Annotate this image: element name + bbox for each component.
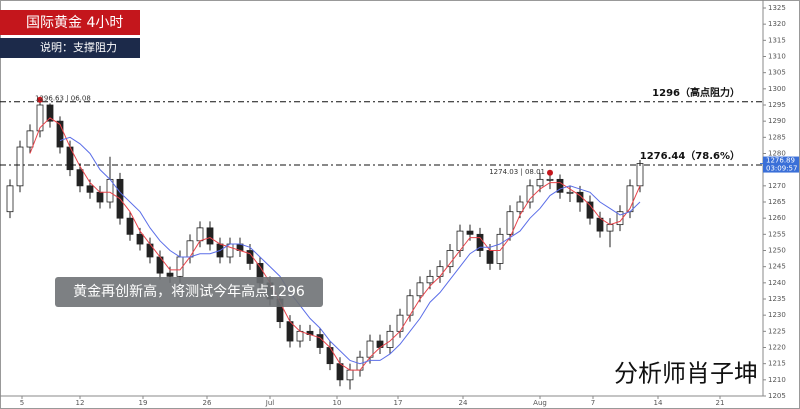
y-tick-label: 1315 <box>768 36 786 44</box>
x-tick-label: Jul <box>265 399 275 407</box>
candle-body <box>496 233 504 264</box>
candle-body <box>546 178 554 181</box>
title-box <box>0 10 140 35</box>
y-tick-label: 1235 <box>768 295 786 303</box>
candle-body <box>506 211 514 235</box>
y-tick-label: 1285 <box>768 133 786 141</box>
y-tick-label: 1230 <box>768 311 786 319</box>
price-tag-value: 1276.89 <box>766 157 795 165</box>
candle-body <box>46 104 54 122</box>
x-tick-label: 21 <box>716 399 725 407</box>
candle-body <box>426 275 434 284</box>
candle-body <box>396 314 404 332</box>
candle-body <box>346 369 354 381</box>
candle-body <box>326 347 334 365</box>
chart-title: 国际黄金 4小时 <box>26 14 123 31</box>
candle-body <box>136 233 144 245</box>
y-tick-label: 1255 <box>768 230 786 238</box>
y-tick-label: 1305 <box>768 69 786 77</box>
x-tick-label: 10 <box>333 399 342 407</box>
x-tick-label: 12 <box>76 399 85 407</box>
candle-body <box>566 191 574 194</box>
candle-body <box>536 178 544 187</box>
candle-body <box>576 191 584 203</box>
y-tick-label: 1245 <box>768 263 786 271</box>
candle-body <box>476 233 484 251</box>
candle-body <box>446 250 454 268</box>
candle-body <box>516 201 524 213</box>
candle-body <box>36 104 44 132</box>
plot: 1296（高点阻力） 1276.44（78.6%） 1296.63 | 06.08 1… <box>0 86 763 390</box>
y-tick-label: 1290 <box>768 117 786 125</box>
y-tick-label: 1270 <box>768 182 786 190</box>
candle-body <box>606 224 614 232</box>
candle-body <box>586 201 594 219</box>
x-tick-label: 17 <box>394 399 403 407</box>
y-tick-label: 1225 <box>768 327 786 335</box>
peak-dot <box>37 96 43 103</box>
x-tick-label: Aug <box>533 399 547 407</box>
x-tick-label: 14 <box>654 399 663 407</box>
candle-body <box>286 321 294 342</box>
candle-body <box>186 240 194 258</box>
peak-label: 1296.63 | 06.08 <box>35 95 91 103</box>
candle-body <box>86 185 94 193</box>
candle-body <box>416 282 424 297</box>
x-tick-label: 26 <box>203 399 212 407</box>
candle-body <box>336 363 344 381</box>
candle-body <box>466 230 474 235</box>
price-tag <box>763 156 799 173</box>
y-tick-label: 1265 <box>768 198 786 206</box>
y-tick-label: 1300 <box>768 85 786 93</box>
y-tick-label: 1210 <box>768 376 786 384</box>
candle-body <box>436 266 444 277</box>
y-tick-label: 1250 <box>768 247 786 255</box>
candle-body <box>296 330 304 342</box>
level-label: 1276.44（78.6%） <box>640 149 740 162</box>
price-tag-timer: 03:09:57 <box>766 165 797 173</box>
candle-body <box>26 130 34 148</box>
y-tick-label: 1215 <box>768 360 786 368</box>
x-tick-label: 19 <box>139 399 148 407</box>
y-tick-label: 1325 <box>768 4 786 12</box>
y-tick-label: 1295 <box>768 101 786 109</box>
x-tick-label: 24 <box>459 399 468 407</box>
candle-body <box>526 185 534 203</box>
moving-average <box>59 136 641 365</box>
y-tick-label: 1310 <box>768 53 786 61</box>
candle-body <box>166 272 174 277</box>
moving-average <box>29 117 641 371</box>
level-label: 1296（高点阻力） <box>652 86 740 99</box>
subtitle-box <box>0 38 140 58</box>
y-tick-label: 1205 <box>768 392 786 400</box>
x-tick-label: 7 <box>591 399 595 407</box>
candle-body <box>126 217 134 235</box>
candle-body <box>316 334 324 348</box>
candle-body <box>96 191 104 203</box>
candle-body <box>56 120 64 148</box>
candle-body <box>6 185 14 213</box>
watermark: 分析师肖子坤 <box>614 360 758 388</box>
subtitle: 说明：支撑阻力 <box>40 40 117 54</box>
y-tick-label: 1280 <box>768 150 786 158</box>
y-tick-label: 1320 <box>768 20 786 28</box>
candle-body <box>76 169 84 187</box>
peak-label: 1274.03 | 08.01 <box>489 168 545 176</box>
peak-dot <box>547 169 553 176</box>
annotation: 黄金再创新高，将测试今年高点1296 <box>73 283 305 300</box>
y-tick-label: 1260 <box>768 214 786 222</box>
candle-body <box>486 250 494 264</box>
x-tick-label: 5 <box>20 399 24 407</box>
candle-body <box>206 227 214 245</box>
candle-body <box>196 227 204 242</box>
y-tick-label: 1220 <box>768 344 786 352</box>
candle-body <box>556 178 564 193</box>
y-tick-label: 1240 <box>768 279 786 287</box>
annotation-box <box>55 277 323 307</box>
candle-body <box>636 163 644 187</box>
candle-body <box>386 330 394 348</box>
candle-body <box>16 146 24 187</box>
